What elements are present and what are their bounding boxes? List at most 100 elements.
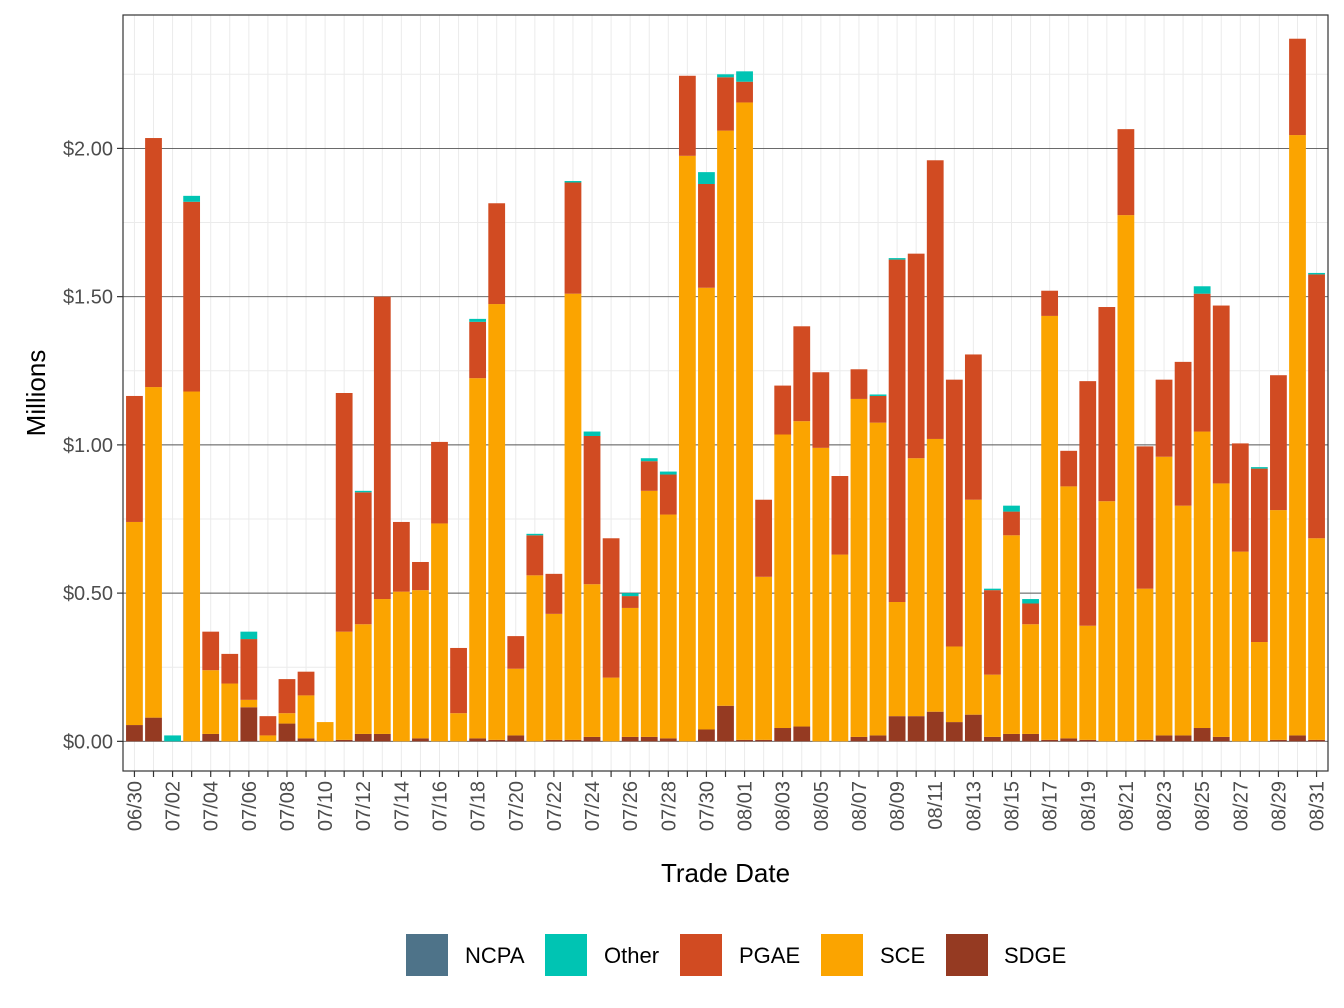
bar-segment-sce-07-09: [297, 695, 315, 739]
bar-segment-sdge-07-09: [297, 738, 315, 742]
bar-segment-sdge-07-22: [545, 739, 563, 742]
bar-segment-pgae-08-14: [984, 590, 1001, 675]
bar-segment-sdge-06-30: [126, 725, 143, 742]
bar-segment-sdge-08-16: [1022, 733, 1039, 742]
bar-segment-pgae-08-21: [1117, 129, 1135, 216]
bar-segment-other-07-12: [354, 490, 372, 493]
bar-segment-sce-08-24: [1174, 505, 1192, 736]
bar-segment-sce-07-22: [545, 613, 563, 740]
bar-segment-sce-08-03: [774, 434, 792, 729]
legend-key-other: [545, 934, 587, 976]
bar-segment-other-08-09: [888, 258, 906, 260]
bar-segment-sce-07-24: [583, 584, 601, 737]
bar-segment-pgae-07-29: [678, 75, 696, 156]
x-tick-label: 08/31: [1307, 781, 1329, 831]
legend: NCPA Other PGAE SCE SDGE: [406, 934, 1066, 976]
x-tick-label: 08/29: [1268, 781, 1290, 831]
bar-segment-other-07-30: [698, 172, 715, 184]
bar-segment-sce-07-15: [412, 590, 429, 739]
x-tick-label: 07/16: [430, 781, 452, 831]
bar-segment-sce-07-10: [316, 722, 334, 742]
bar-segment-sdge-08-01: [736, 739, 753, 742]
bar-segment-pgae-07-06: [240, 639, 258, 700]
bar-segment-other-07-23: [564, 181, 582, 183]
bar-segment-pgae-08-30: [1289, 38, 1306, 136]
bar-segment-pgae-08-19: [1079, 381, 1097, 626]
x-tick-label: 07/12: [353, 781, 375, 831]
bar-segment-other-07-02: [164, 735, 181, 742]
bar-segment-pgae-07-24: [583, 435, 601, 585]
bar-segment-other-07-21: [526, 533, 544, 536]
bar-segment-other-07-18: [469, 318, 487, 322]
bar-segment-sce-08-19: [1079, 625, 1097, 740]
bar-segment-other-07-26: [621, 593, 639, 597]
bar-segment-pgae-07-11: [335, 393, 353, 632]
x-tick-label: 08/13: [963, 781, 985, 831]
x-tick-label: 07/30: [696, 781, 718, 831]
bar-segment-sce-07-06: [240, 699, 258, 708]
bar-segment-sdge-08-23: [1155, 735, 1173, 742]
bar-segment-sdge-07-28: [659, 738, 677, 742]
bar-segment-sce-07-30: [698, 287, 715, 730]
bar-segment-pgae-08-12: [945, 379, 963, 647]
x-tick-label: 08/07: [849, 781, 871, 831]
bar-segment-sce-07-21: [526, 575, 544, 742]
legend-key-sdge: [946, 934, 988, 976]
bar-segment-pgae-07-21: [526, 535, 544, 576]
bar-segment-pgae-08-08: [869, 395, 887, 423]
bar-segment-pgae-08-25: [1193, 293, 1211, 432]
bar-segment-pgae-07-01: [145, 138, 162, 388]
bar-segment-pgae-08-23: [1155, 379, 1173, 457]
bar-segment-pgae-07-26: [621, 596, 639, 608]
bar-segment-sce-08-27: [1231, 551, 1249, 742]
legend-label-pgae: PGAE: [739, 943, 800, 968]
bar-segment-sce-08-22: [1136, 588, 1154, 740]
bar-segment-sce-08-25: [1193, 431, 1211, 729]
bar-segment-sdge-07-23: [564, 739, 582, 742]
bar-segment-sdge-08-15: [1003, 733, 1020, 742]
bar-segment-sdge-08-10: [907, 716, 925, 742]
bar-segment-sdge-08-03: [774, 728, 792, 742]
x-tick-label: 07/02: [163, 781, 185, 831]
y-tick-label: $0.00: [63, 731, 113, 753]
bar-segment-sdge-07-27: [640, 736, 658, 742]
bar-segment-sce-07-14: [392, 591, 410, 742]
bar-segment-pgae-08-28: [1250, 468, 1268, 643]
bar-segment-sce-08-23: [1155, 456, 1173, 736]
legend-label-sce: SCE: [880, 943, 925, 968]
x-tick-label: 08/09: [887, 781, 909, 831]
x-tick-label: 08/19: [1078, 781, 1100, 831]
bar-segment-sce-08-06: [831, 554, 849, 742]
bar-segment-pgae-07-04: [202, 631, 220, 671]
bar-segment-pgae-07-12: [354, 492, 372, 625]
bar-segment-other-08-25: [1193, 286, 1211, 294]
bar-segment-pgae-08-09: [888, 259, 906, 603]
bar-segment-sdge-07-01: [145, 717, 162, 742]
bar-segment-sdge-08-13: [964, 714, 982, 742]
bar-segment-other-07-03: [183, 195, 201, 202]
bar-segment-sdge-07-30: [698, 729, 715, 742]
bar-segment-sdge-08-11: [926, 711, 944, 742]
bar-segment-sdge-08-04: [793, 726, 811, 742]
bar-segment-sdge-08-18: [1060, 738, 1078, 742]
bar-segment-sdge-07-12: [354, 733, 372, 742]
bar-segment-other-08-31: [1308, 272, 1325, 275]
bar-segment-sce-07-05: [221, 683, 239, 742]
bar-segment-sce-08-01: [736, 102, 753, 740]
bar-segment-sdge-07-04: [202, 733, 220, 742]
bar-segment-sce-08-20: [1098, 501, 1116, 742]
bar-segment-sce-07-23: [564, 293, 582, 740]
bar-segment-sdge-08-12: [945, 722, 963, 742]
bar-segment-other-07-31: [717, 74, 734, 78]
y-tick-label: $1.50: [63, 287, 113, 309]
bar-segment-pgae-06-30: [126, 395, 143, 522]
x-tick-label: 08/01: [735, 781, 757, 831]
x-tick-label: 07/10: [315, 781, 337, 831]
bar-segment-sce-07-12: [354, 624, 372, 734]
legend-key-sce: [821, 934, 863, 976]
bar-segment-pgae-08-07: [850, 369, 868, 399]
bar-segment-sce-08-21: [1117, 215, 1135, 742]
bar-segment-other-07-06: [240, 631, 258, 640]
bar-segment-sce-07-25: [602, 677, 620, 742]
bar-segment-sdge-08-26: [1212, 736, 1230, 742]
